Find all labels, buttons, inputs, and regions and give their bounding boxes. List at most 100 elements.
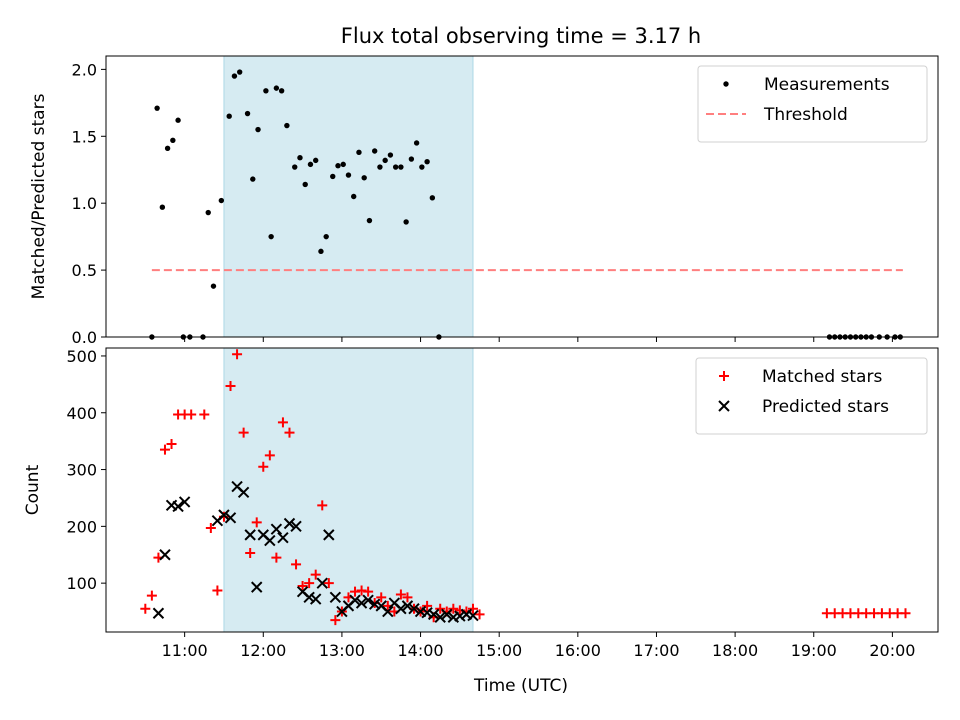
measurement-point bbox=[419, 164, 425, 170]
predicted-star-point bbox=[251, 581, 263, 593]
matched-star-point bbox=[199, 409, 210, 420]
measurement-point bbox=[356, 149, 362, 156]
legend-marker-matched bbox=[719, 371, 729, 381]
matched-star-point bbox=[350, 586, 361, 597]
measurement-point bbox=[210, 283, 217, 289]
y-tick-label: 200 bbox=[66, 517, 97, 536]
bottom-y-ticks: 100 200 300 400 500 bbox=[66, 347, 106, 593]
legend-label: Measurements bbox=[764, 75, 890, 95]
measurement-point bbox=[284, 122, 290, 129]
measurement-point bbox=[231, 73, 238, 79]
x-tick-label: 11:00 bbox=[162, 641, 208, 660]
matched-star-point bbox=[258, 461, 269, 472]
measurement-point bbox=[351, 193, 357, 200]
predicted-star-point bbox=[362, 594, 374, 606]
bottom-legend: Matched stars Predicted stars bbox=[695, 357, 928, 435]
predicted-star-point bbox=[283, 517, 296, 530]
y-tick-label: 1.0 bbox=[72, 194, 97, 213]
top-shaded-region bbox=[223, 55, 474, 338]
x-tick-label: 13:00 bbox=[319, 641, 365, 660]
legend-label: Predicted stars bbox=[762, 397, 889, 417]
measurement-point bbox=[424, 159, 430, 165]
x-axis-label: Time (UTC) bbox=[473, 676, 568, 696]
matched-star-point bbox=[212, 585, 223, 596]
y-tick-label: 0.0 bbox=[72, 328, 97, 347]
predicted-star-point bbox=[270, 523, 283, 535]
legend-marker-predicted bbox=[718, 400, 730, 412]
predicted-star-point bbox=[152, 607, 165, 619]
measurement-point bbox=[387, 152, 394, 158]
measurement-point bbox=[268, 233, 274, 240]
matched-star-point bbox=[186, 409, 197, 420]
measurement-point bbox=[371, 148, 378, 154]
measurement-point bbox=[250, 176, 256, 182]
matched-star-point bbox=[323, 578, 334, 589]
matched-star-point bbox=[140, 603, 151, 614]
measurement-point bbox=[205, 209, 211, 216]
x-tick-label: 17:00 bbox=[633, 641, 679, 660]
x-tick-label: 19:00 bbox=[791, 641, 837, 660]
legend-label: Matched stars bbox=[762, 367, 882, 387]
predicted-star-point bbox=[218, 509, 230, 521]
measurement-point bbox=[154, 105, 160, 111]
measurement-point bbox=[170, 137, 176, 143]
top-x-ticks bbox=[184, 337, 893, 342]
measurement-point bbox=[429, 195, 436, 201]
measurement-point bbox=[226, 113, 232, 119]
predicted-star-point bbox=[309, 593, 322, 605]
measurement-point bbox=[413, 140, 420, 146]
measurement-point bbox=[366, 217, 373, 224]
y-tick-label: 400 bbox=[66, 404, 97, 423]
matched-star-point bbox=[900, 608, 911, 619]
measurement-point bbox=[255, 126, 261, 133]
top-legend: Measurements Threshold bbox=[697, 65, 928, 143]
x-tick-label: 18:00 bbox=[712, 641, 758, 660]
matched-star-point bbox=[284, 427, 295, 438]
matched-star-point bbox=[205, 523, 216, 534]
matched-star-point bbox=[166, 438, 177, 449]
predicted-star-point bbox=[395, 603, 407, 615]
measurement-point bbox=[263, 88, 269, 94]
measurement-point bbox=[175, 117, 181, 123]
x-tick-label: 20:00 bbox=[869, 641, 915, 660]
top-axes-frame bbox=[105, 55, 939, 338]
measurement-point bbox=[392, 164, 399, 170]
predicted-star-point bbox=[277, 532, 289, 544]
matched-star-point bbox=[264, 450, 275, 461]
matched-star-point bbox=[376, 592, 387, 603]
predicted-star-point bbox=[427, 608, 440, 621]
bottom-x-ticks: 11:00 12:00 13:00 14:00 15:00 16:00 17:00 18:00… bbox=[162, 632, 915, 660]
matched-star-point bbox=[395, 589, 406, 600]
legend-box bbox=[695, 357, 928, 435]
measurement-point bbox=[382, 157, 388, 164]
matched-star-point bbox=[317, 500, 328, 511]
top-panel: 0.00.51.01.52.0 Matched/Predicted stars … bbox=[29, 55, 939, 347]
measurement-point bbox=[330, 173, 336, 180]
top-y-axis-label: Matched/Predicted stars bbox=[29, 93, 49, 299]
measurement-point bbox=[236, 69, 243, 75]
measurement-point bbox=[398, 164, 404, 170]
matched-star-point bbox=[297, 580, 308, 591]
bottom-y-axis-label: Count bbox=[23, 464, 43, 515]
matched-star-point bbox=[310, 569, 321, 580]
matched-star-point bbox=[271, 552, 282, 563]
matched-star-point bbox=[232, 349, 243, 360]
predicted-star-point bbox=[382, 605, 394, 618]
predicted-star-point bbox=[349, 594, 361, 606]
predicted-star-point bbox=[290, 520, 302, 533]
bottom-shaded-region bbox=[223, 347, 474, 633]
predicted-star-point bbox=[454, 610, 466, 622]
x-tick-label: 15:00 bbox=[476, 641, 522, 660]
matched-star-point bbox=[435, 603, 446, 614]
matched-star-point bbox=[467, 603, 478, 614]
predicted-star-point bbox=[303, 591, 315, 604]
bottom-panel: 100 200 300 400 500 11:00 12:00 13:00 14:00 15:0… bbox=[23, 347, 939, 660]
predicted-star-point bbox=[467, 609, 479, 622]
predicted-star-point bbox=[329, 591, 342, 604]
predicted-star-point bbox=[264, 534, 276, 547]
x-tick-label: 16:00 bbox=[555, 641, 601, 660]
legend-box bbox=[697, 65, 928, 143]
matched-star-point bbox=[304, 578, 315, 589]
legend-marker-measurements bbox=[723, 81, 729, 87]
